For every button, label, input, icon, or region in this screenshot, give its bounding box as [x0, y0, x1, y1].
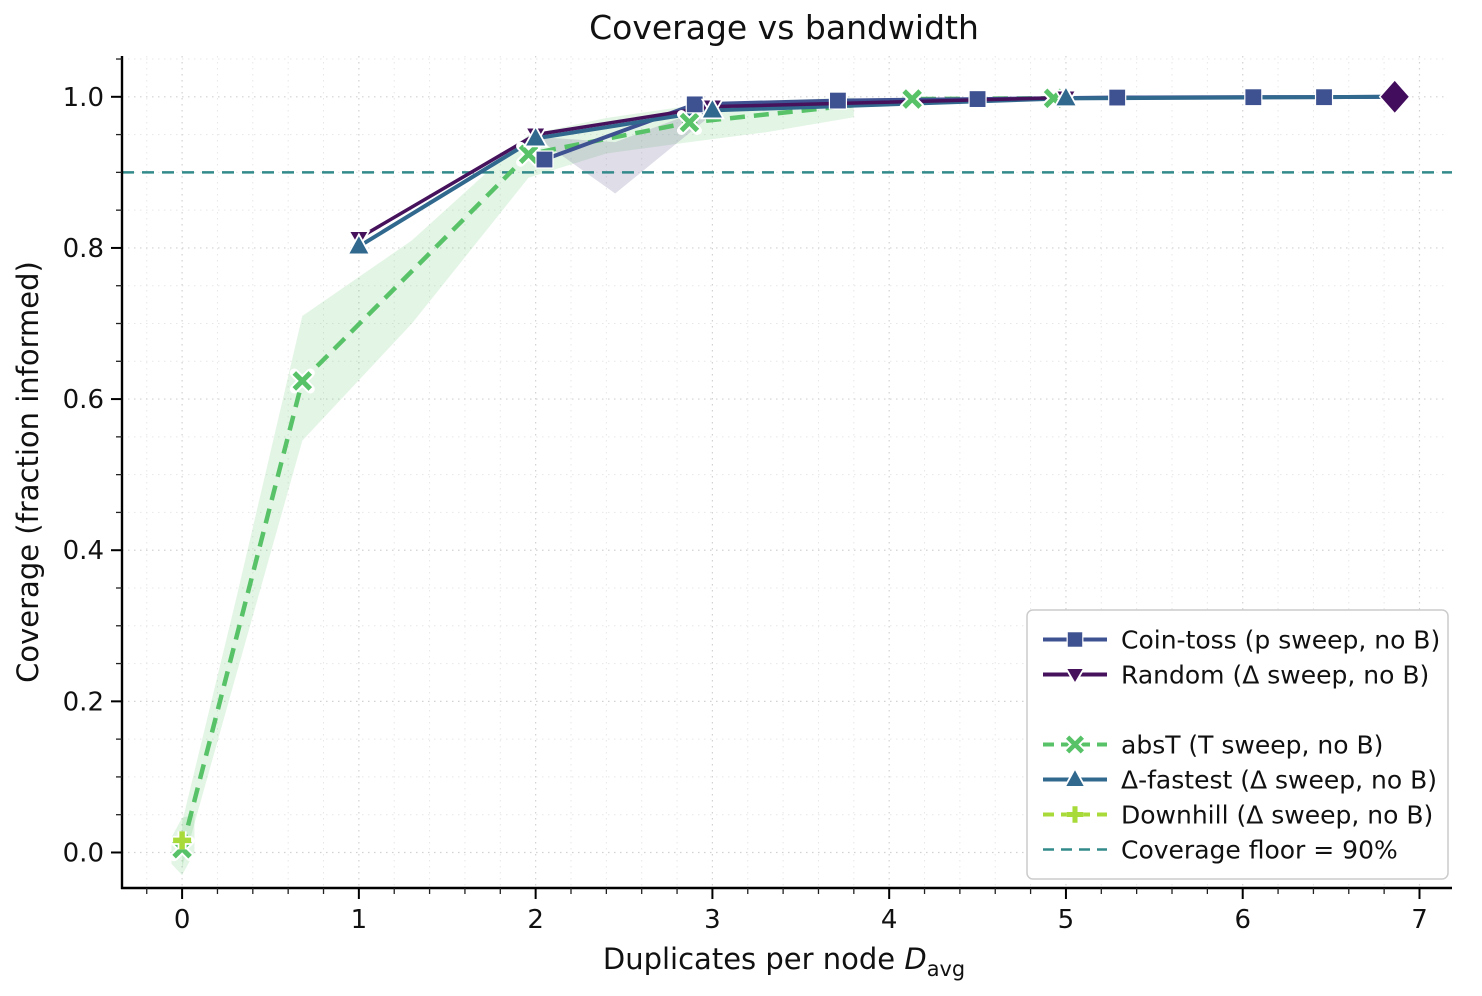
legend-label: Coverage floor = 90%: [1121, 836, 1398, 865]
y-tick-label: 0.2: [63, 687, 104, 717]
legend-item: Random (Δ sweep, no B): [1043, 661, 1429, 690]
grid-minor: [122, 56, 1446, 888]
legend-item: Δ-fastest (Δ sweep, no B): [1043, 766, 1437, 795]
y-tick-label: 1.0: [63, 83, 104, 113]
y-tick-label: 0.8: [63, 234, 104, 264]
markers-triangle-up: [346, 84, 1079, 256]
chart-title: Coverage vs bandwidth: [589, 8, 979, 47]
x-axis-label-variable: D: [904, 942, 927, 976]
y-tick-label: 0.6: [63, 385, 104, 415]
x-tick-labels: 0 1 2 3 4 5 6 7: [174, 905, 1428, 935]
x-axis-label: Duplicates per node Davg: [122, 942, 1446, 981]
legend-label: Downhill (Δ sweep, no B): [1121, 801, 1433, 830]
legend-item: Coverage floor = 90%: [1043, 836, 1398, 865]
legend-box: [1026, 609, 1449, 880]
absT-band: [182, 97, 854, 868]
markers-x: [169, 85, 1067, 862]
markers-square: [535, 88, 1334, 169]
line-x: [179, 96, 1054, 850]
legend-label: Coin-toss (p sweep, no B): [1121, 626, 1440, 655]
x-tick-label: 3: [704, 905, 721, 935]
y-tick-labels: 0.0 0.2 0.4 0.6 0.8 1.0: [63, 83, 104, 869]
axis-ticks: [111, 58, 1421, 899]
legend: Coin-toss (p sweep, no B) Random (Δ sweep…: [1026, 609, 1449, 880]
x-tick-label: 5: [1058, 905, 1075, 935]
legend-label: Δ-fastest (Δ sweep, no B): [1121, 766, 1437, 795]
x-tick-label: 7: [1411, 905, 1428, 935]
markers-plus: [173, 831, 192, 850]
x-tick-label: 0: [174, 905, 191, 935]
x-tick-label: 4: [881, 905, 898, 935]
legend-item: Downhill (Δ sweep, no B): [1043, 801, 1433, 830]
legend-item: absT (T sweep, no B): [1043, 731, 1383, 760]
x-axis-label-subscript: avg: [926, 956, 966, 981]
x-tick-label: 1: [351, 905, 368, 935]
line-triangle-down: [357, 95, 1066, 240]
y-tick-label: 0.4: [63, 536, 104, 566]
axes-spines: [120, 56, 1452, 890]
x-axis-label-text: Duplicates per node: [602, 942, 905, 976]
highlight-diamond: [1378, 78, 1411, 115]
x-tick-label: 2: [527, 905, 544, 935]
y-tick-label: 0.0: [63, 838, 104, 868]
legend-item: Coin-toss (p sweep, no B): [1043, 626, 1440, 655]
y-axis-label: Coverage (fraction informed): [11, 261, 45, 683]
x-tick-label: 6: [1234, 905, 1251, 935]
grid-major: [122, 56, 1446, 888]
legend-label: Random (Δ sweep, no B): [1121, 661, 1429, 690]
legend-label: absT (T sweep, no B): [1121, 731, 1383, 760]
